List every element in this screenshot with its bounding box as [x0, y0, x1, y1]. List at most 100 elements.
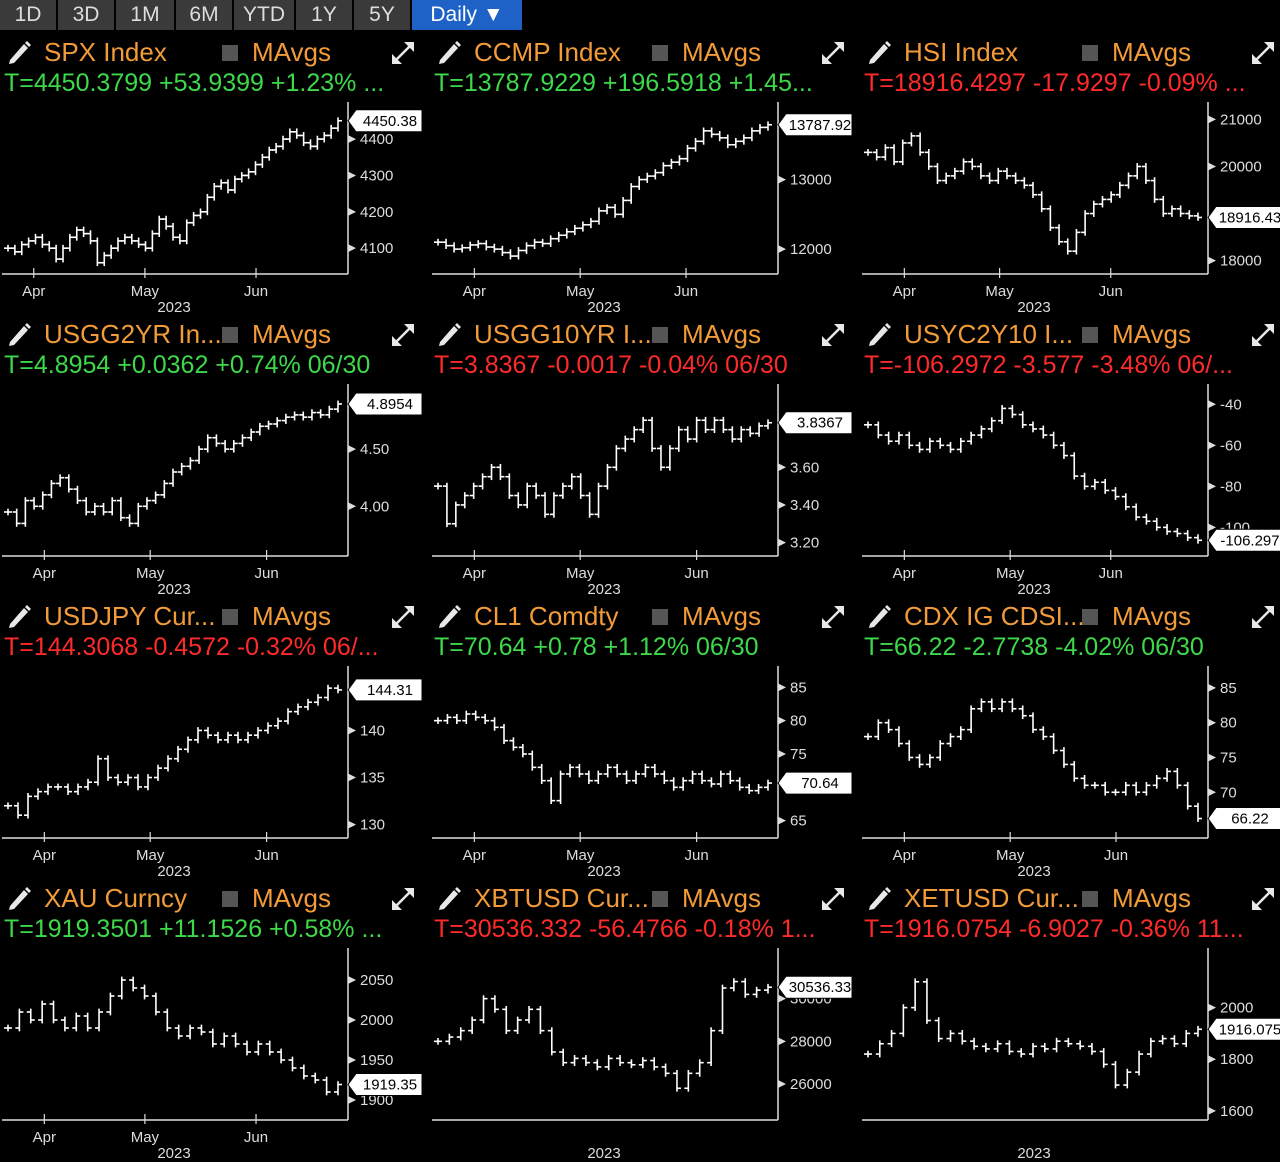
expand-icon[interactable]: [390, 886, 416, 912]
security-title[interactable]: USGG10YR I...: [474, 319, 652, 349]
timeframe-button-1y[interactable]: 1Y: [296, 0, 352, 30]
security-title[interactable]: CL1 Comdty: [474, 601, 619, 631]
period-dropdown[interactable]: Daily ▼: [412, 0, 522, 30]
security-title[interactable]: USGG2YR In...: [44, 319, 222, 349]
expand-icon[interactable]: [820, 322, 846, 348]
price-bar: [306, 139, 315, 150]
pencil-icon[interactable]: [436, 602, 462, 630]
mavgs-checkbox[interactable]: [222, 327, 238, 343]
mavgs-label[interactable]: MAvgs: [1112, 601, 1191, 631]
mavgs-checkbox[interactable]: [652, 891, 668, 907]
security-title[interactable]: CCMP Index: [474, 37, 621, 67]
price-bar: [621, 435, 630, 452]
price-bar: [1018, 411, 1027, 429]
mavgs-checkbox[interactable]: [1082, 45, 1098, 61]
price-bar: [26, 1008, 35, 1024]
y-tick-label: 4100: [360, 240, 393, 257]
mavgs-checkbox[interactable]: [652, 45, 668, 61]
mavgs-label[interactable]: MAvgs: [682, 37, 761, 67]
pencil-icon[interactable]: [436, 884, 462, 912]
timeframe-button-3d[interactable]: 3D: [58, 0, 114, 30]
price-bar: [304, 698, 312, 711]
mavgs-label[interactable]: MAvgs: [682, 319, 761, 349]
security-title[interactable]: USYC2Y10 I...: [904, 319, 1074, 349]
mavgs-label[interactable]: MAvgs: [252, 37, 331, 67]
price-bar: [182, 219, 191, 245]
expand-icon[interactable]: [390, 604, 416, 630]
price-bar: [728, 426, 737, 443]
timeframe-button-1d[interactable]: 1D: [0, 0, 56, 30]
price-bar: [74, 783, 82, 796]
mavgs-checkbox[interactable]: [652, 609, 668, 625]
security-title[interactable]: SPX Index: [44, 37, 167, 67]
security-title[interactable]: XETUSD Cur...: [904, 883, 1079, 913]
pencil-icon[interactable]: [866, 320, 892, 348]
timeframe-button-5y[interactable]: 5Y: [354, 0, 410, 30]
security-title[interactable]: XAU Curncy: [44, 883, 188, 913]
mavgs-label[interactable]: MAvgs: [682, 601, 761, 631]
y-tick-label: 85: [1220, 680, 1237, 697]
price-bar: [894, 431, 903, 445]
pencil-icon[interactable]: [436, 38, 462, 66]
pencil-icon[interactable]: [436, 320, 462, 348]
y-tick-label: -80: [1220, 478, 1242, 495]
pencil-icon[interactable]: [866, 602, 892, 630]
price-bar: [1037, 191, 1046, 213]
expand-icon[interactable]: [390, 40, 416, 66]
price-bar: [316, 409, 325, 419]
price-bar: [1183, 530, 1192, 542]
price-bar: [242, 1040, 251, 1056]
pencil-icon[interactable]: [866, 38, 892, 66]
mavgs-label[interactable]: MAvgs: [252, 319, 331, 349]
pencil-icon[interactable]: [6, 602, 32, 630]
pencil-icon[interactable]: [6, 884, 32, 912]
price-bar: [194, 727, 202, 744]
mavgs-label[interactable]: MAvgs: [682, 883, 761, 913]
mavgs-label[interactable]: MAvgs: [1112, 319, 1191, 349]
timeframe-button-6m[interactable]: 6M: [176, 0, 232, 30]
expand-icon[interactable]: [1250, 40, 1276, 66]
price-bar: [299, 132, 308, 147]
price-bar: [514, 247, 523, 260]
security-title[interactable]: CDX IG CDSI...: [904, 601, 1085, 631]
pencil-icon[interactable]: [6, 38, 32, 66]
price-bar: [45, 241, 54, 252]
price-bar: [434, 717, 442, 725]
mavgs-checkbox[interactable]: [222, 891, 238, 907]
mavgs-checkbox[interactable]: [1082, 891, 1098, 907]
y-tick: [1208, 788, 1216, 797]
mavgs-label[interactable]: MAvgs: [1112, 883, 1191, 913]
mavgs-checkbox[interactable]: [1082, 327, 1098, 343]
mavgs-checkbox[interactable]: [222, 45, 238, 61]
pencil-icon[interactable]: [866, 884, 892, 912]
timeframe-button-1m[interactable]: 1M: [116, 0, 174, 30]
expand-icon[interactable]: [820, 604, 846, 630]
expand-icon[interactable]: [1250, 604, 1276, 630]
mavgs-label[interactable]: MAvgs: [1112, 37, 1191, 67]
price-bar: [4, 1024, 12, 1032]
price-bar: [38, 233, 47, 248]
pencil-icon[interactable]: [6, 320, 32, 348]
mavgs-label[interactable]: MAvgs: [252, 601, 331, 631]
timeframe-button-ytd[interactable]: YTD: [234, 0, 294, 30]
security-title[interactable]: USDJPY Cur...: [44, 601, 216, 631]
expand-icon[interactable]: [390, 322, 416, 348]
expand-icon[interactable]: [820, 886, 846, 912]
mavgs-checkbox[interactable]: [1082, 609, 1098, 625]
price-bar: [458, 244, 467, 253]
month-label: May: [996, 847, 1025, 864]
expand-icon[interactable]: [1250, 886, 1276, 912]
mavgs-checkbox[interactable]: [652, 327, 668, 343]
expand-icon[interactable]: [1250, 322, 1276, 348]
price-bar: [1194, 534, 1202, 544]
price-bar: [1076, 1040, 1085, 1050]
expand-icon[interactable]: [820, 40, 846, 66]
price-bar: [134, 237, 143, 248]
mavgs-label[interactable]: MAvgs: [252, 883, 331, 913]
mavgs-checkbox[interactable]: [222, 609, 238, 625]
chart-panel: CL1 Comdty MAvgs T=70.64 +0.78 +1.12% 06/3…: [430, 598, 860, 880]
security-title[interactable]: XBTUSD Cur...: [474, 883, 649, 913]
price-bar: [1090, 781, 1099, 789]
security-title[interactable]: HSI Index: [904, 37, 1019, 67]
